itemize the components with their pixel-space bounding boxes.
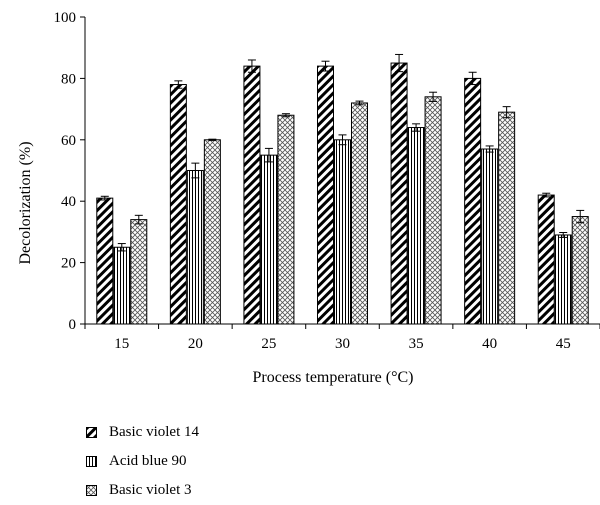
y-tick-label: 80 (61, 71, 76, 87)
bar (114, 247, 130, 324)
y-tick-label: 100 (54, 10, 77, 26)
bar (278, 115, 294, 324)
x-tick-label: 30 (335, 336, 350, 352)
x-tick-label: 20 (188, 336, 203, 352)
x-tick-label: 40 (482, 336, 497, 352)
bars (97, 54, 588, 324)
bar (335, 140, 351, 324)
legend: Basic violet 14 Acid blue 90 Basic viole… (86, 418, 199, 505)
x-tick-label: 45 (556, 336, 571, 352)
bar (261, 155, 277, 324)
bar (538, 195, 554, 324)
y-tick-label: 20 (61, 256, 76, 272)
bar (131, 220, 147, 324)
bar (572, 217, 588, 324)
legend-item-series-2: Acid blue 90 (86, 447, 199, 476)
bar (391, 63, 407, 324)
bar (408, 128, 424, 324)
x-tick-label: 15 (114, 336, 129, 352)
crosshatch-swatch-icon (86, 485, 97, 496)
bar (555, 235, 571, 324)
diagonal-hatch-swatch-icon (86, 427, 97, 438)
legend-item-series-3: Basic violet 3 (86, 476, 199, 505)
y-tick-label: 60 (61, 133, 76, 149)
bar (465, 78, 481, 324)
x-tick-label: 35 (409, 336, 424, 352)
y-tick-label: 0 (69, 317, 77, 333)
vertical-lines-swatch-icon (86, 456, 97, 467)
bar (244, 66, 260, 324)
bar (187, 171, 203, 325)
legend-label: Basic violet 3 (109, 482, 192, 499)
bar (499, 112, 515, 324)
legend-label: Acid blue 90 (109, 453, 186, 470)
bar (204, 140, 220, 324)
bar (482, 149, 498, 324)
bar (425, 97, 441, 324)
bar (97, 198, 113, 324)
y-tick-label: 40 (61, 194, 76, 210)
bar-chart: 0 20 40 60 80 100 15 20 25 30 35 40 45 Decolorizatio… (0, 0, 600, 410)
y-axis-label: Decolorization (%) (17, 141, 34, 264)
x-axis-label: Process temperature (°C) (252, 369, 413, 386)
legend-label: Basic violet 14 (109, 424, 199, 441)
x-tick-label: 25 (261, 336, 276, 352)
bar (352, 103, 368, 324)
bar (170, 85, 186, 324)
legend-item-series-1: Basic violet 14 (86, 418, 199, 447)
bar (318, 66, 334, 324)
